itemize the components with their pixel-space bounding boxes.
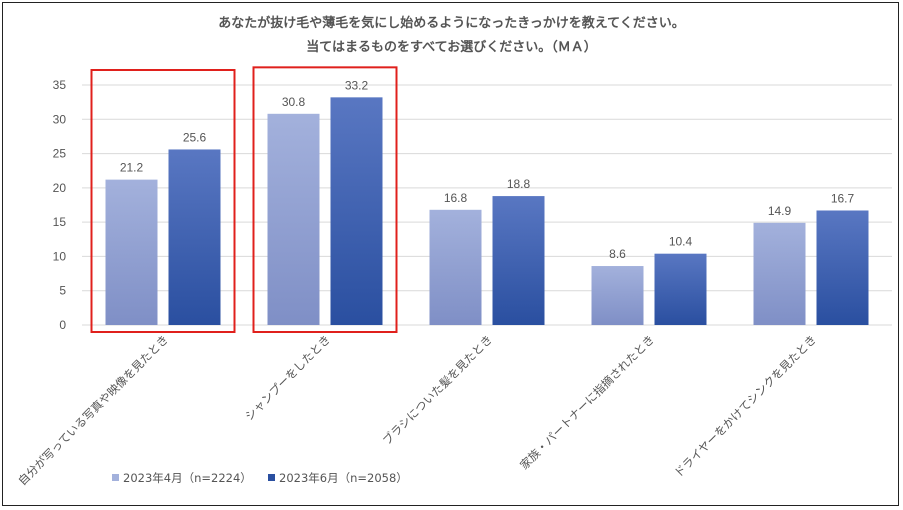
bar-series2-3	[654, 253, 707, 325]
bars	[105, 97, 869, 325]
data-label: 16.7	[831, 191, 855, 205]
category-label-0: 自分が写っている写真や映像を見たとき	[15, 332, 171, 488]
y-tick-label: 0	[59, 318, 66, 332]
bar-series1-2	[429, 209, 482, 325]
legend: 2023年4月（n=2224） 2023年6月（n=2058）	[112, 471, 408, 485]
bar-series1-3	[591, 266, 644, 325]
data-label: 8.6	[609, 247, 626, 261]
category-label-4: ドライヤーをかけてシンクを見たとき	[671, 332, 819, 480]
y-tick-label: 25	[53, 147, 67, 161]
legend-swatch-1	[112, 474, 119, 481]
y-tick-label: 20	[53, 181, 67, 195]
data-label: 18.8	[507, 177, 531, 191]
bar-series1-0	[105, 179, 158, 325]
data-label: 16.8	[444, 191, 468, 205]
bar-series2-1	[330, 97, 383, 325]
y-tick-label: 35	[53, 78, 67, 92]
category-label-2: ブラシについた髪を見たとき	[380, 332, 495, 447]
bar-series2-4	[816, 210, 869, 325]
bar-series2-0	[168, 149, 221, 325]
y-tick-label: 10	[53, 249, 67, 263]
highlight-box	[252, 66, 398, 333]
chart-title-line2: 当てはまるものをすべてお選びください。（ＭＡ）	[306, 40, 597, 55]
legend-swatch-2	[268, 474, 275, 481]
category-label-3: 家族・パートナーに指摘されたとき	[517, 332, 657, 472]
data-labels: 21.2 25.6 30.8 33.2 16.8 18.8 8.6 10.4 14.9 16.7	[120, 78, 855, 261]
data-label: 25.6	[183, 130, 207, 144]
legend-label-1: 2023年4月（n=2224）	[123, 471, 252, 485]
x-axis: 自分が写っている写真や映像を見たとき シャンプーをしたとき ブラシについた髪を見たと…	[15, 332, 819, 488]
bar-series1-1	[267, 113, 320, 325]
data-label: 14.9	[768, 204, 792, 218]
y-tick-label: 15	[53, 215, 67, 229]
bar-series1-4	[753, 222, 806, 325]
data-label: 21.2	[120, 161, 144, 175]
category-label-1: シャンプーをしたとき	[242, 332, 333, 423]
chart-title-line1: あなたが抜け毛や薄毛を気にし始めるようになったきっかけを教えてください。	[218, 16, 685, 31]
y-tick-label: 30	[53, 112, 67, 126]
data-label: 30.8	[282, 95, 306, 109]
data-label: 10.4	[669, 235, 693, 249]
y-tick-label: 5	[59, 284, 66, 298]
y-axis: 0 5 10 15 20 25 30 35	[53, 78, 67, 332]
highlight-box	[90, 69, 236, 333]
highlight-boxes	[90, 66, 398, 333]
bar-series2-2	[492, 196, 545, 325]
chart-title: あなたが抜け毛や薄毛を気にし始めるようになったきっかけを教えてください。 当ては…	[0, 12, 903, 60]
legend-label-2: 2023年6月（n=2058）	[279, 471, 408, 485]
data-label: 33.2	[345, 78, 369, 92]
